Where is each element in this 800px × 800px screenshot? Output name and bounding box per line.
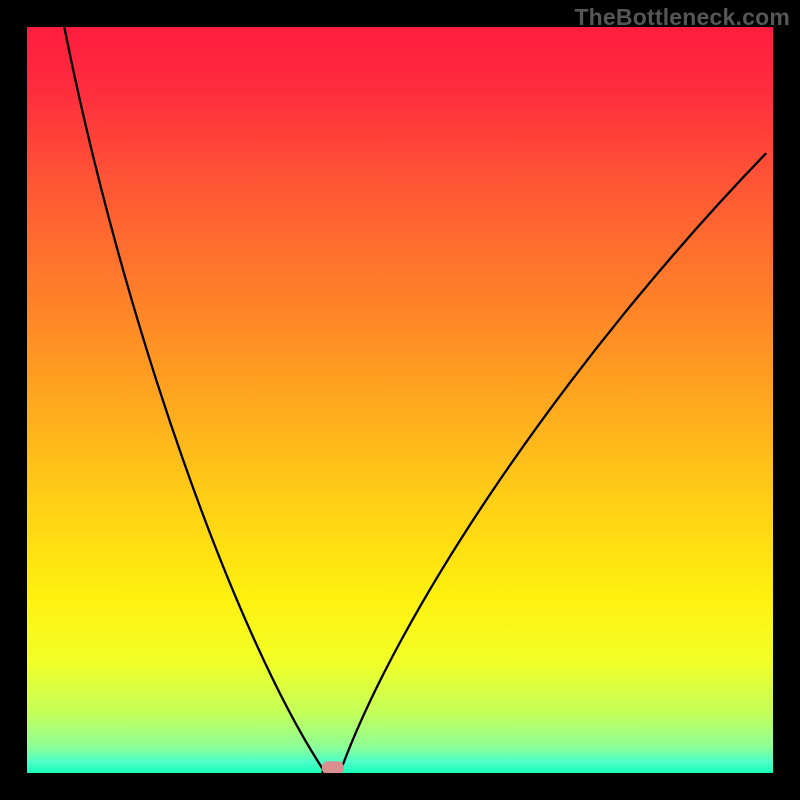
chart-frame: TheBottleneck.com xyxy=(0,0,800,800)
watermark-text: TheBottleneck.com xyxy=(574,4,790,31)
bottleneck-chart xyxy=(0,0,800,800)
gradient-panel xyxy=(27,27,773,773)
optimal-point-marker xyxy=(322,761,344,774)
